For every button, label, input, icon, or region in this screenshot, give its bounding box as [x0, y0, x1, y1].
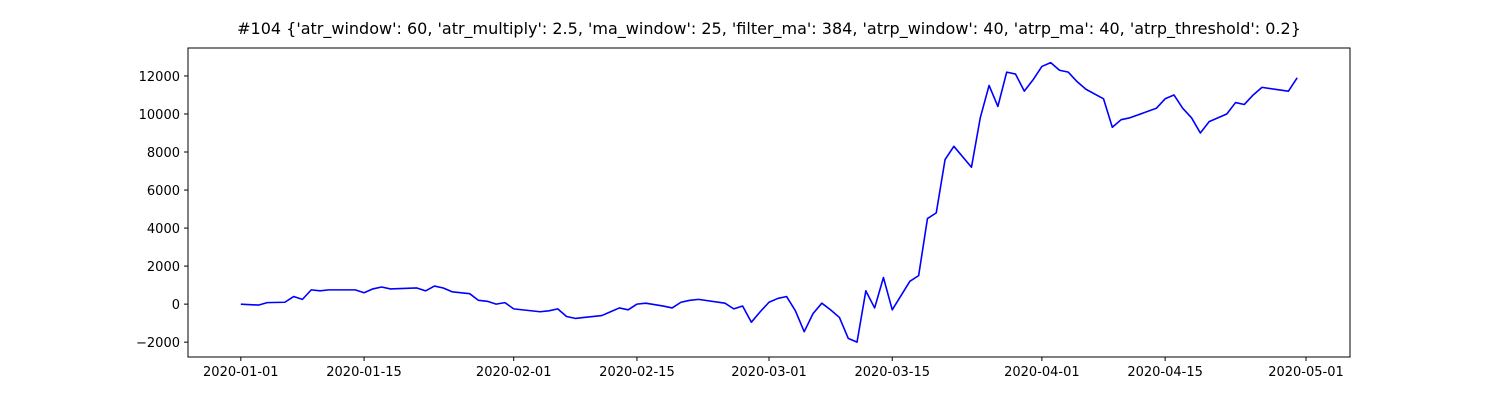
x-tick-label: 2020-02-01 [476, 365, 552, 380]
y-tick-label: 12000 [139, 70, 180, 85]
x-tick-label: 2020-04-01 [1004, 365, 1080, 380]
x-tick-label: 2020-01-15 [326, 365, 402, 380]
x-tick-label: 2020-02-15 [599, 365, 675, 380]
chart-title: #104 {'atr_window': 60, 'atr_multiply': … [237, 19, 1301, 39]
line [240, 61, 1298, 343]
y-tick-label: 4000 [147, 222, 180, 237]
x-tick-label: 2020-03-01 [731, 365, 807, 380]
plot-frame [187, 47, 1351, 358]
x-tick-label: 2020-04-15 [1127, 365, 1203, 380]
y-tick-label: −2000 [136, 336, 180, 351]
y-tick-label: 2000 [147, 260, 180, 275]
y-tick-label: 0 [172, 298, 180, 313]
y-tick-label: 8000 [147, 146, 180, 161]
y-tick-label: 10000 [139, 108, 180, 123]
y-tick-label: 6000 [147, 184, 180, 199]
x-tick-label: 2020-05-01 [1268, 365, 1344, 380]
x-tick-label: 2020-03-15 [854, 365, 930, 380]
x-tick-label: 2020-01-01 [203, 365, 279, 380]
